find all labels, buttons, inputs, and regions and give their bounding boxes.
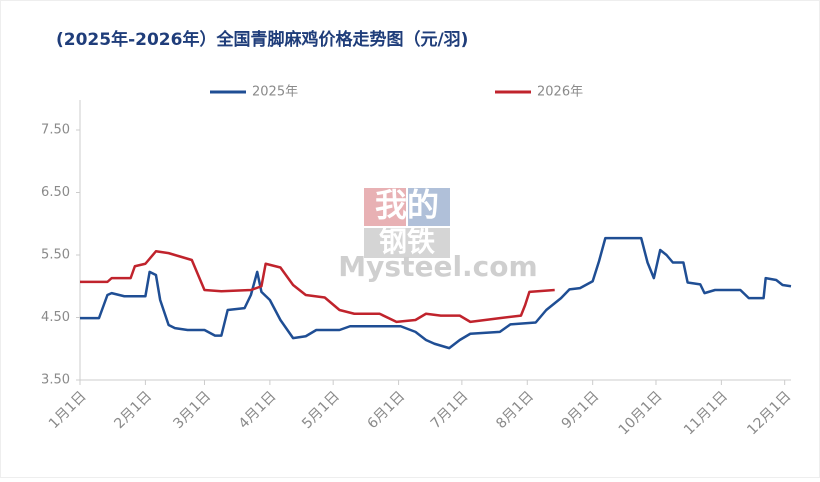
chart-title: (2025年-2026年）全国青脚麻鸡价格走势图（元/羽) [56,29,468,50]
watermark-text: 我的 [375,186,439,224]
series-line [80,250,555,324]
y-tick-label: 7.50 [41,123,70,138]
watermark-box [408,188,450,226]
y-tick-label: 6.50 [41,185,70,200]
watermark-text: 钢铁 [379,225,435,258]
watermark-box [364,188,406,226]
watermark: 我的 钢铁 Mysteel.com [338,186,537,283]
y-tick-label: 4.50 [41,310,70,325]
y-tick-label: 5.50 [41,248,70,263]
legend-label: 2025年 [252,85,298,100]
watermark-text: Mysteel.com [338,250,537,283]
y-tick-label: 3.50 [41,373,70,388]
watermark-box [364,228,450,258]
legend-label: 2026年 [537,85,583,100]
series-line [80,236,792,350]
